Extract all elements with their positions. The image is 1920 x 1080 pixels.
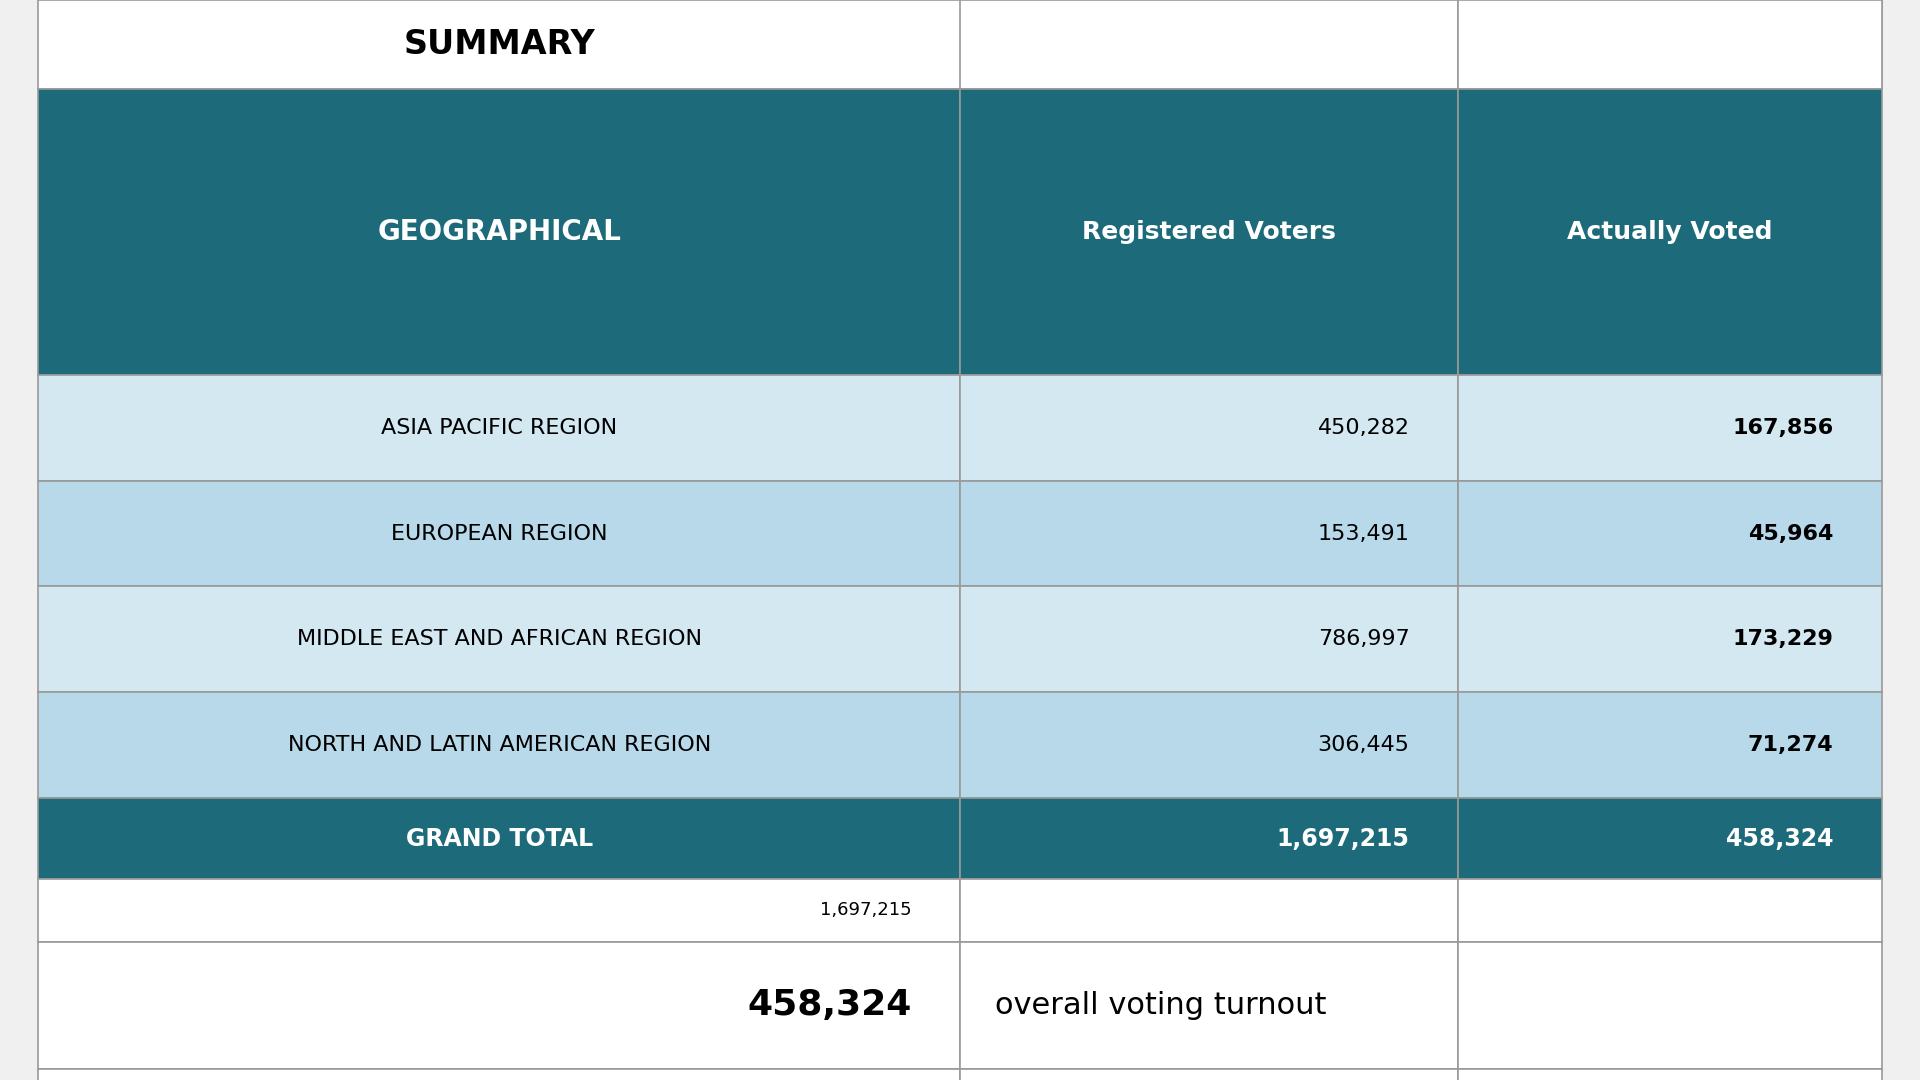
Bar (1457, 942, 1882, 1069)
Text: Actually Voted: Actually Voted (1567, 219, 1772, 244)
Text: 173,229: 173,229 (1732, 630, 1834, 649)
Bar (960, 586, 1457, 692)
Bar (1457, 879, 1882, 942)
Text: GEOGRAPHICAL: GEOGRAPHICAL (376, 218, 622, 245)
Bar (1457, 481, 1882, 586)
Bar (1457, 0, 1882, 89)
Text: Registered Voters: Registered Voters (1081, 219, 1336, 244)
Bar (960, 1069, 1457, 1080)
Text: 1,697,215: 1,697,215 (1277, 826, 1409, 851)
Bar (38, 586, 960, 692)
Bar (960, 692, 1457, 798)
Text: 458,324: 458,324 (1726, 826, 1834, 851)
Bar (1457, 89, 1882, 375)
Text: 450,282: 450,282 (1317, 418, 1409, 437)
Text: 306,445: 306,445 (1317, 735, 1409, 755)
Text: 167,856: 167,856 (1732, 418, 1834, 437)
Text: MIDDLE EAST AND AFRICAN REGION: MIDDLE EAST AND AFRICAN REGION (298, 630, 701, 649)
Bar (960, 879, 1457, 942)
Text: ASIA PACIFIC REGION: ASIA PACIFIC REGION (382, 418, 616, 437)
Bar (38, 0, 1882, 89)
Bar (38, 375, 960, 481)
Text: 458,324: 458,324 (747, 988, 912, 1023)
Text: EUROPEAN REGION: EUROPEAN REGION (392, 524, 607, 543)
Bar (1457, 798, 1882, 879)
Bar (960, 89, 1457, 375)
Text: SUMMARY: SUMMARY (403, 28, 595, 60)
Bar (38, 89, 960, 375)
Text: overall voting turnout: overall voting turnout (995, 991, 1327, 1020)
Text: GRAND TOTAL: GRAND TOTAL (405, 826, 593, 851)
Bar (38, 798, 960, 879)
Bar (960, 798, 1457, 879)
Text: 153,491: 153,491 (1317, 524, 1409, 543)
Text: 1,697,215: 1,697,215 (820, 902, 912, 919)
Text: 45,964: 45,964 (1749, 524, 1834, 543)
Bar (1457, 586, 1882, 692)
Bar (38, 481, 960, 586)
Bar (960, 375, 1457, 481)
Bar (38, 942, 960, 1069)
Bar (38, 1069, 960, 1080)
Bar (1457, 1069, 1882, 1080)
Bar (1457, 692, 1882, 798)
Bar (960, 942, 1457, 1069)
Bar (960, 0, 1457, 89)
Text: 786,997: 786,997 (1317, 630, 1409, 649)
Text: 71,274: 71,274 (1747, 735, 1834, 755)
Bar (960, 481, 1457, 586)
Bar (38, 879, 960, 942)
Text: NORTH AND LATIN AMERICAN REGION: NORTH AND LATIN AMERICAN REGION (288, 735, 710, 755)
Bar (38, 692, 960, 798)
Bar (1457, 375, 1882, 481)
